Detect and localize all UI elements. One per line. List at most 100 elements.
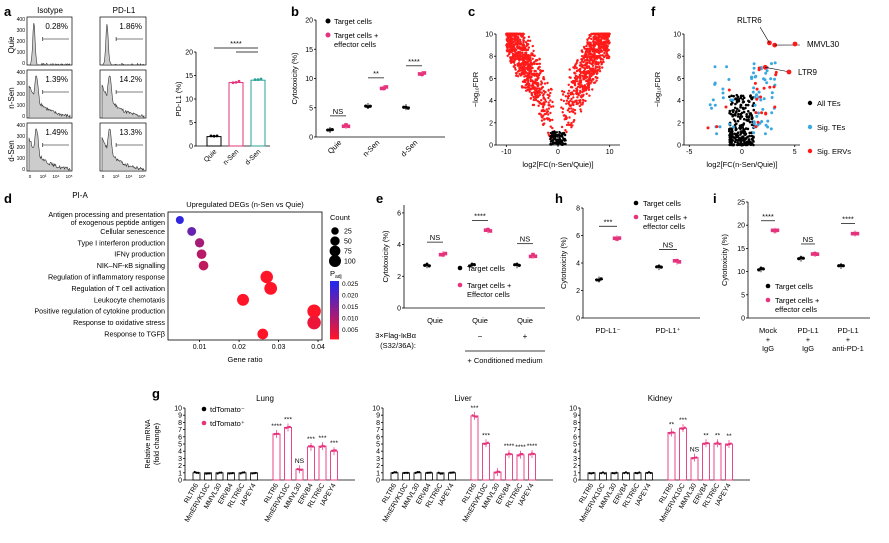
data-point xyxy=(509,452,512,456)
data-point xyxy=(441,472,444,475)
volcano-point xyxy=(538,91,542,94)
sig-te-point xyxy=(752,131,756,135)
volcano-point xyxy=(573,112,577,115)
histogram-curve xyxy=(101,128,145,172)
sig-erv-point xyxy=(727,88,731,92)
volcano-point xyxy=(514,55,518,58)
y-tick-label: 7 xyxy=(573,427,577,434)
volcano-point xyxy=(533,74,536,77)
te-point xyxy=(749,142,752,146)
volcano-point xyxy=(592,45,596,48)
data-point xyxy=(296,467,299,471)
data-point xyxy=(239,472,242,475)
sig-te-point xyxy=(769,77,773,81)
colorbar-segment xyxy=(330,290,339,293)
te-point xyxy=(749,95,752,98)
te-point xyxy=(730,129,733,133)
y-tick-label: 15 xyxy=(305,47,313,54)
volcano-point xyxy=(575,89,579,92)
sig-te-point xyxy=(727,78,731,81)
volcano-point xyxy=(598,66,601,69)
volcano-point xyxy=(509,61,513,64)
volcano-point xyxy=(587,81,591,84)
volcano-point-ns xyxy=(551,141,554,144)
volcano-point xyxy=(529,87,532,90)
volcano-point-ns xyxy=(549,134,553,137)
legend-label: Target cells xyxy=(334,17,372,26)
volcano-point xyxy=(570,121,573,125)
te-point xyxy=(748,120,752,124)
data-point xyxy=(601,471,605,474)
volcano-point xyxy=(509,38,512,42)
te-point xyxy=(747,110,750,113)
volcano-point xyxy=(575,87,578,90)
te-point xyxy=(736,107,739,111)
panel-letter-d: d xyxy=(4,191,12,206)
volcano-point xyxy=(548,104,551,107)
sig-te-point xyxy=(753,103,757,107)
volcano-point xyxy=(537,104,540,108)
legend-title: Count xyxy=(330,213,351,222)
dot xyxy=(307,315,321,330)
y-tick-label: 10 xyxy=(372,406,380,413)
data-point xyxy=(403,471,406,475)
volcano-point xyxy=(546,131,550,134)
volcano-point xyxy=(543,103,546,106)
volcano-point-ns xyxy=(556,135,559,138)
bar-negative xyxy=(425,472,433,481)
data-point xyxy=(615,471,618,474)
volcano-point xyxy=(541,69,545,73)
bar-positive xyxy=(470,415,479,481)
sig-erv-point xyxy=(774,70,778,74)
volcano-point xyxy=(592,69,595,73)
bar-positive xyxy=(307,446,315,481)
volcano-point xyxy=(579,76,582,80)
x-axis-label: Gene ratio xyxy=(227,355,262,364)
significance-label: ** xyxy=(373,69,379,78)
volcano-point xyxy=(532,87,536,90)
y-tick-label: 7 xyxy=(178,427,182,434)
volcano-point xyxy=(600,38,603,41)
bar-positive xyxy=(284,426,292,481)
data-point xyxy=(218,471,221,474)
y-tick-label: 300 xyxy=(17,81,26,87)
bar-positive xyxy=(713,442,722,481)
sig-te-point xyxy=(752,86,756,90)
legend-label: Sig. ERVs xyxy=(817,147,851,156)
colorbar-segment xyxy=(330,304,339,307)
panel-letter-a: a xyxy=(4,4,12,19)
volcano-point xyxy=(536,85,539,88)
volcano-point xyxy=(590,37,593,41)
volcano-point xyxy=(587,69,590,73)
volcano-point-ns xyxy=(555,139,558,142)
volcano-point xyxy=(562,114,566,117)
volcano-point xyxy=(579,110,583,113)
volcano-point xyxy=(542,78,546,81)
x-tick-label: PD-L1⁺ xyxy=(655,326,680,335)
te-point xyxy=(737,142,741,146)
volcano-point xyxy=(586,47,590,50)
data-point xyxy=(634,471,637,475)
data-point xyxy=(494,471,497,474)
te-point xyxy=(734,114,737,117)
te-point xyxy=(742,122,746,125)
panel-d-dotplot: Upregulated DEGs (n-Sen vs Quie) 0.01 0.02… xyxy=(34,200,358,364)
volcano-point xyxy=(583,56,586,59)
volcano-point-ns xyxy=(551,130,554,133)
volcano-point xyxy=(515,71,518,75)
volcano-point xyxy=(606,53,609,57)
te-point xyxy=(750,123,754,127)
volcano-point xyxy=(526,66,529,69)
volcano-point xyxy=(534,91,537,94)
x-tick-label: Quie xyxy=(472,316,488,325)
te-point xyxy=(735,93,739,97)
volcano-point xyxy=(594,65,597,69)
y-tick-label: 0 xyxy=(22,114,25,120)
volcano-point xyxy=(549,111,552,115)
volcano-point xyxy=(527,46,530,49)
dot xyxy=(194,238,205,248)
volcano-point-ns xyxy=(559,142,562,145)
volcano-point xyxy=(587,88,591,92)
volcano-point xyxy=(518,67,521,70)
volcano-point xyxy=(596,40,600,44)
